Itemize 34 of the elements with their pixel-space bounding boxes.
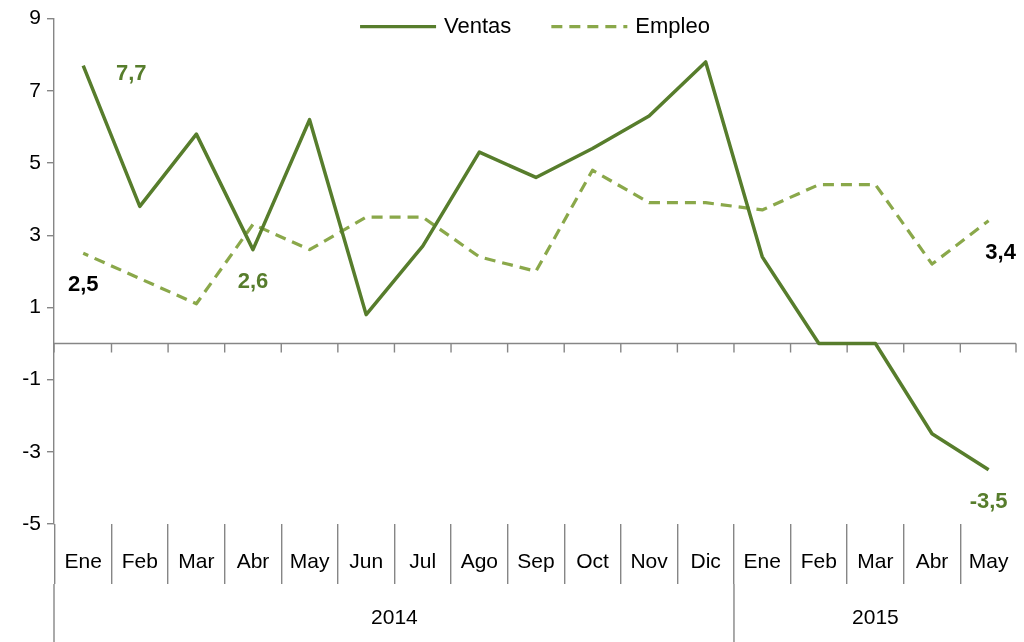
- data-label: 7,7: [115, 59, 147, 85]
- x-tick-label: Mar: [857, 549, 894, 573]
- x-tick-label: Jul: [409, 549, 437, 573]
- x-tick-label: Dic: [690, 549, 721, 573]
- x-tick-label: Mar: [178, 549, 215, 573]
- data-label: 2,6: [237, 267, 269, 293]
- legend-label: Empleo: [635, 12, 710, 38]
- data-label: -3,5: [969, 487, 1008, 513]
- y-tick-label: -3: [22, 438, 41, 462]
- y-tick-label: 1: [29, 294, 41, 318]
- data-label: 3,4: [985, 238, 1017, 264]
- x-tick-label: Feb: [800, 549, 837, 573]
- y-tick-label: 5: [29, 149, 41, 173]
- y-tick-label: -1: [22, 366, 41, 390]
- legend-label: Ventas: [444, 12, 512, 38]
- x-tick-label: Sep: [517, 549, 555, 573]
- x-tick-label: Oct: [576, 549, 609, 573]
- x-tick-label: May: [968, 549, 1009, 573]
- data-label: 2,5: [67, 271, 99, 297]
- x2-tick-label: 2015: [852, 605, 899, 629]
- y-tick-label: 9: [29, 5, 41, 29]
- x-tick-label: Ago: [460, 549, 499, 573]
- x-tick-label: Jun: [349, 549, 384, 573]
- x-tick-label: Ene: [64, 549, 102, 573]
- x-tick-label: Ene: [743, 549, 781, 573]
- y-tick-label: 3: [29, 222, 41, 245]
- x-tick-label: Feb: [121, 549, 158, 573]
- x2-tick-label: 2014: [371, 605, 419, 629]
- x-tick-label: Abr: [915, 549, 949, 573]
- x-tick-label: Abr: [236, 549, 270, 573]
- x-tick-label: Nov: [630, 549, 669, 573]
- x-tick-label: May: [289, 549, 330, 573]
- y-tick-label: -5: [22, 510, 41, 534]
- y-tick-label: 7: [29, 77, 41, 101]
